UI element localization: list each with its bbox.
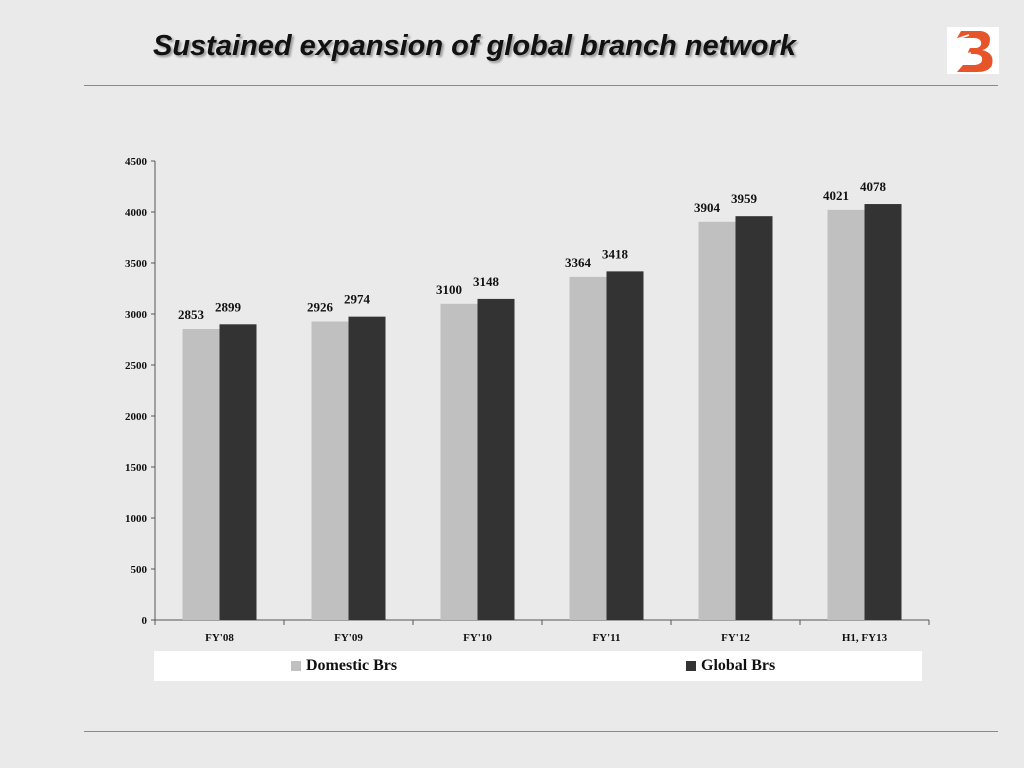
- y-tick-label: 2000: [125, 411, 148, 423]
- bar-global: [348, 316, 386, 620]
- bank-logo-icon: [947, 27, 999, 74]
- bar-global: [606, 271, 644, 620]
- bar-domestic: [311, 321, 349, 620]
- x-tick-label: FY'08: [205, 632, 234, 644]
- data-label: 3418: [602, 246, 629, 261]
- legend-label-domestic: Domestic Brs: [306, 657, 398, 674]
- data-label: 4021: [823, 188, 849, 203]
- x-tick-label: FY'09: [334, 632, 363, 644]
- y-tick-label: 2500: [125, 360, 148, 372]
- bar-domestic: [698, 221, 736, 621]
- data-label: 2899: [215, 299, 242, 314]
- data-label: 3959: [731, 191, 758, 206]
- y-tick-label: 4000: [125, 207, 148, 219]
- y-tick-label: 1000: [125, 513, 148, 525]
- bar-global: [864, 204, 902, 620]
- data-label: 2926: [307, 300, 334, 315]
- x-tick-label: FY'11: [592, 632, 620, 644]
- bar-domestic: [440, 303, 478, 620]
- y-tick-label: 500: [131, 564, 148, 576]
- legend-swatch-domestic: [291, 661, 301, 671]
- legend-swatch-global: [686, 661, 696, 671]
- data-label: 2853: [178, 307, 205, 322]
- y-tick-label: 4500: [125, 156, 148, 168]
- x-tick-label: FY'12: [721, 632, 750, 644]
- data-label: 3100: [436, 282, 462, 297]
- data-label: 3364: [565, 255, 592, 270]
- x-tick-label: FY'10: [463, 632, 492, 644]
- y-tick-label: 1500: [125, 462, 148, 474]
- data-label: 3904: [694, 200, 721, 215]
- bottom-rule: [84, 731, 998, 732]
- bar-domestic: [182, 328, 220, 620]
- legend-item-global: Global Brs: [686, 657, 775, 675]
- data-label: 3148: [473, 274, 500, 289]
- legend-label-global: Global Brs: [701, 657, 776, 674]
- bar-domestic: [827, 209, 865, 620]
- bar-global: [735, 216, 773, 620]
- bar-domestic: [569, 276, 607, 620]
- slide-title: Sustained expansion of global branch net…: [153, 30, 796, 62]
- x-tick-label: H1, FY13: [842, 632, 888, 644]
- legend-item-domestic: Domestic Brs: [291, 657, 397, 675]
- data-label: 2974: [344, 292, 371, 307]
- y-tick-label: 3000: [125, 309, 148, 321]
- bar-global: [477, 298, 515, 620]
- data-label: 4078: [860, 179, 887, 194]
- top-rule: [84, 85, 998, 86]
- chart-legend: Domestic Brs Global Brs: [154, 651, 922, 681]
- bar-global: [219, 324, 257, 620]
- y-tick-label: 0: [142, 615, 148, 627]
- y-tick-label: 3500: [125, 258, 148, 270]
